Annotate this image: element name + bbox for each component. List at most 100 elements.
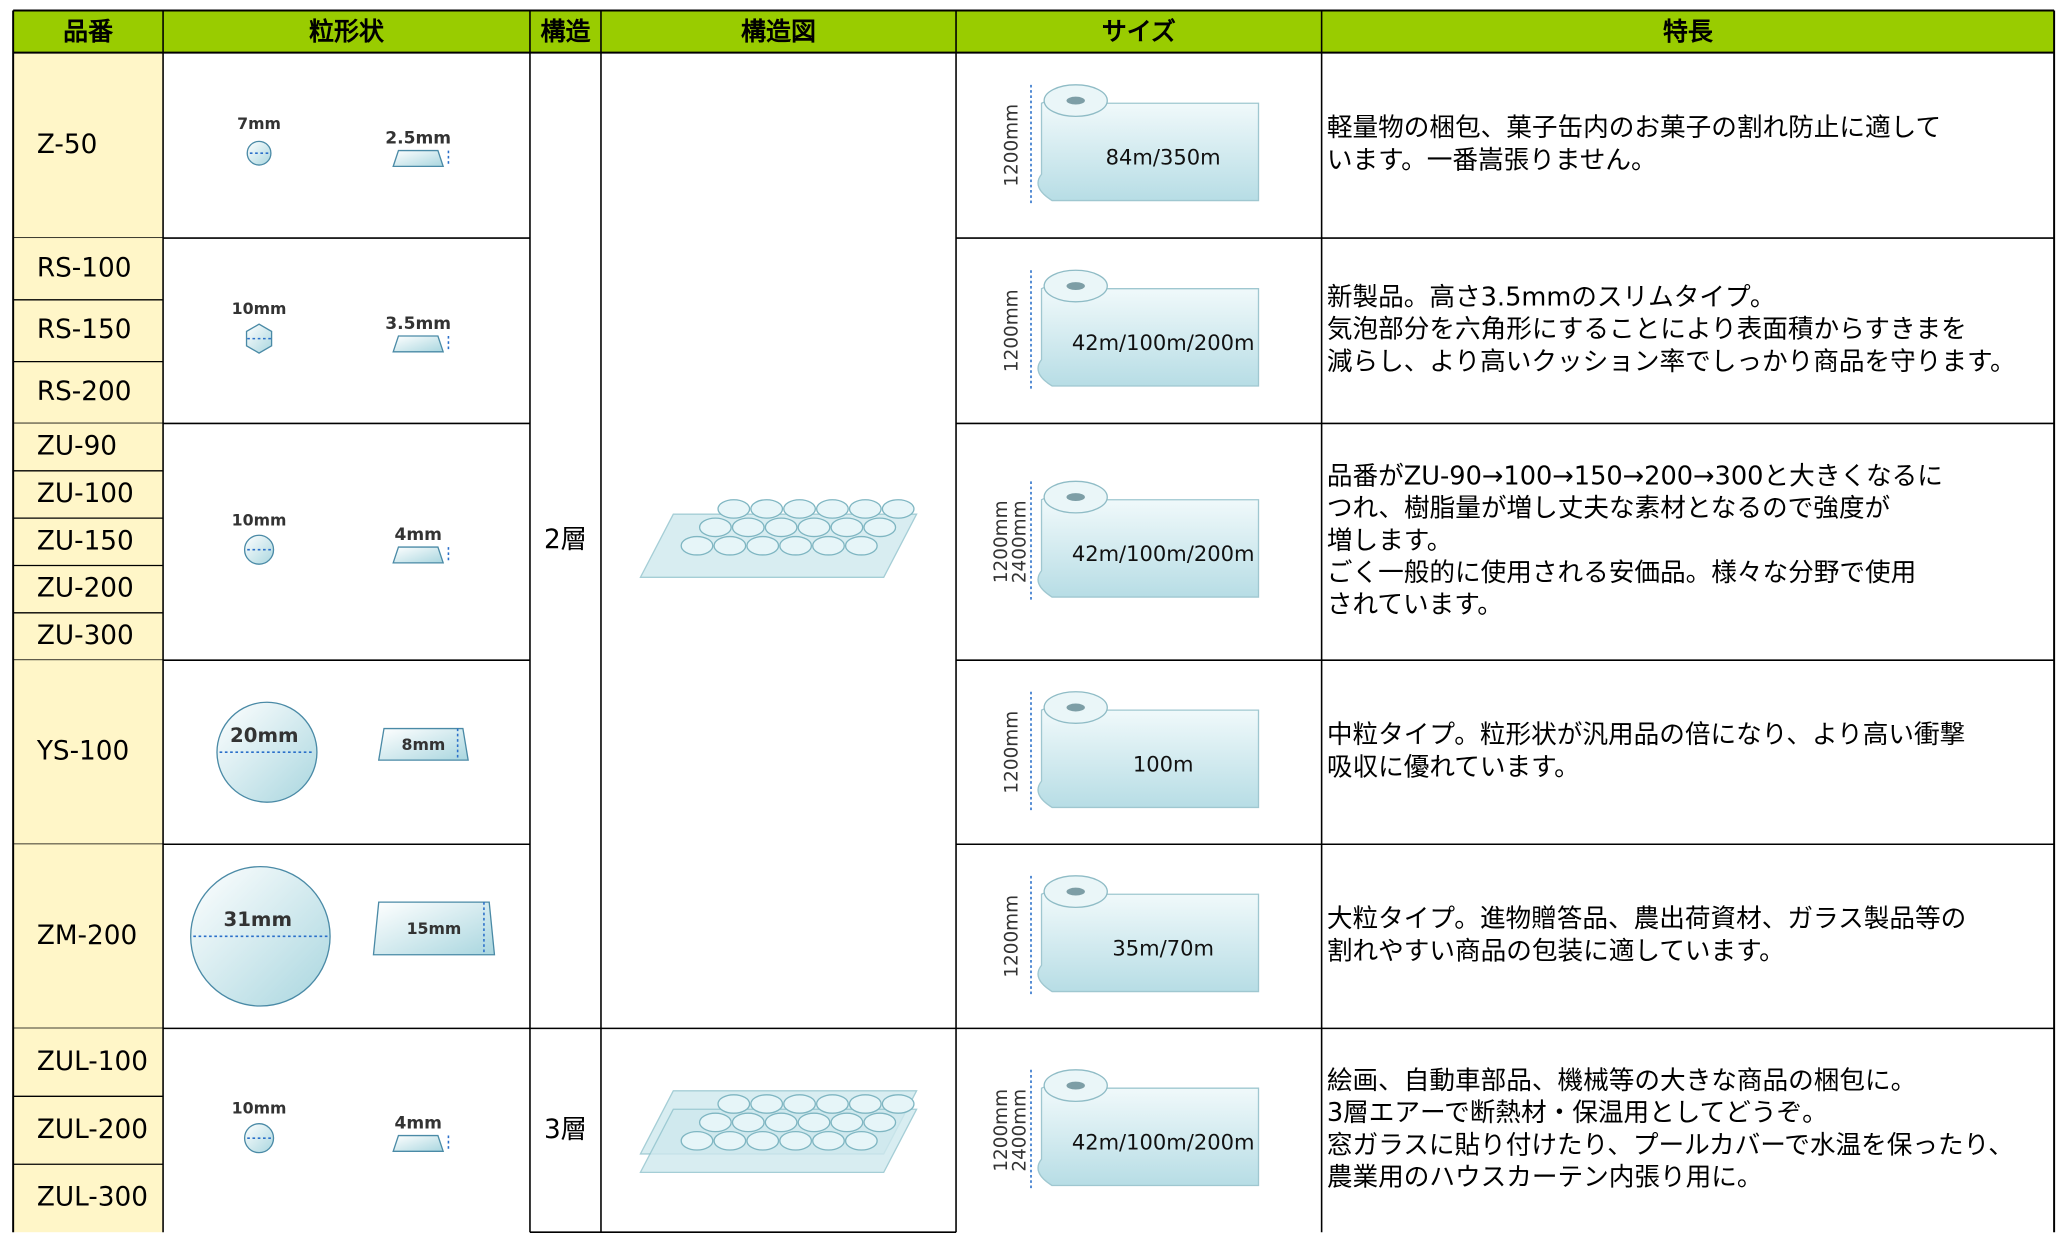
product-code: YS-100 <box>36 737 129 767</box>
roll-core <box>1066 703 1085 712</box>
header-cell: 品番 <box>63 17 114 46</box>
height-icon <box>377 727 469 761</box>
feature-line: されています。 <box>1327 590 1503 620</box>
product-code: Z-50 <box>37 130 98 160</box>
roll-width: 1200mm <box>1002 104 1023 187</box>
structure-label: 3層 <box>544 1115 587 1145</box>
roll-width: 1200mm <box>1002 289 1023 372</box>
bubble <box>750 1094 784 1114</box>
bubble <box>863 517 897 538</box>
height-icon <box>372 901 496 956</box>
height-icon <box>392 335 445 353</box>
code-bg <box>13 844 164 1029</box>
height-label: 15mm <box>407 919 462 938</box>
bubble <box>815 499 849 519</box>
bubble <box>830 1112 864 1133</box>
header-cell: 粒形状 <box>309 17 385 46</box>
feature-line: 大粒タイプ。進物贈答品、農出荷資材、ガラス製品等の <box>1327 904 1966 934</box>
bubble <box>881 1094 915 1114</box>
roll-length: 42m/100m/200m <box>1072 330 1255 355</box>
product-code: ZU-200 <box>37 574 134 604</box>
bubble-icon <box>190 865 331 1007</box>
feature-line: 品番がZU-90→100→150→200→300と大きくなるに <box>1327 461 1943 491</box>
header-cell: 構造図 <box>741 17 816 46</box>
height-label: 2.5mm <box>385 129 451 149</box>
product-code: ZUL-300 <box>37 1183 148 1213</box>
roll-width: 2400mm <box>1009 1089 1030 1172</box>
height-label: 8mm <box>402 735 446 754</box>
feature-line: ごく一般的に使用される安価品。様々な分野で使用 <box>1327 558 1916 588</box>
height-icon <box>392 546 445 564</box>
feature-line: 新製品。高さ3.5mmのスリムタイプ。 <box>1327 283 1776 313</box>
product-code: ZUL-100 <box>37 1047 148 1077</box>
header-cell: 構造 <box>540 17 590 46</box>
product-code: ZU-100 <box>37 479 134 509</box>
roll-width: 1200mm <box>1002 895 1023 978</box>
feature-line: 軽量物の梱包、菓子缶内のお菓子の割れ防止に適して <box>1327 113 1941 143</box>
feature-line: 窓ガラスに貼り付けたり、プールカバーで水温を保ったり、 <box>1327 1130 2014 1160</box>
bubble <box>844 1130 878 1151</box>
product-code: ZM-200 <box>37 921 137 951</box>
bubble <box>713 1130 747 1151</box>
bubble <box>764 1112 798 1133</box>
bubble <box>815 1094 849 1114</box>
product-code: RS-150 <box>37 315 132 345</box>
feature-line: 中粒タイプ。粒形状が汎用品の倍になり、より高い衝撃 <box>1327 720 1965 750</box>
header-cell: 特長 <box>1663 17 1714 46</box>
bubble <box>779 1130 813 1151</box>
roll-length: 84m/350m <box>1106 144 1221 169</box>
bubble <box>698 517 732 538</box>
diameter-label: 10mm <box>232 1099 287 1118</box>
bubble <box>783 499 816 519</box>
product-code: ZU-300 <box>37 621 134 651</box>
bubble <box>746 1130 780 1151</box>
roll-core <box>1066 96 1085 105</box>
height-label: 3.5mm <box>385 314 451 334</box>
roll-width: 1200mm <box>991 1089 1012 1172</box>
bubble <box>764 517 798 538</box>
roll-core <box>1066 493 1085 502</box>
bubble <box>717 499 751 519</box>
bubble <box>812 1130 845 1151</box>
bubble <box>848 499 882 519</box>
bubble <box>680 1130 714 1151</box>
roll-core <box>1066 282 1085 290</box>
bubble <box>848 1094 882 1114</box>
bubble <box>830 517 864 538</box>
height-icon <box>392 1134 445 1152</box>
diameter-label: 20mm <box>230 724 299 747</box>
roll-length: 100m <box>1133 751 1194 776</box>
product-code: ZUL-200 <box>37 1115 148 1145</box>
roll-width: 2400mm <box>1009 500 1030 583</box>
product-code: RS-200 <box>37 377 132 407</box>
feature-line: つれ、樹脂量が増し丈夫な素材となるので強度が <box>1327 494 1890 524</box>
feature-line: 3層エアーで断熱材・保温用としてどうぞ。 <box>1327 1098 1828 1128</box>
diameter-label: 10mm <box>232 510 287 529</box>
bubble <box>731 1112 765 1133</box>
structure-label: 2層 <box>544 525 587 555</box>
bubble <box>844 535 878 556</box>
bubble <box>698 1112 732 1133</box>
product-code: RS-100 <box>37 253 132 283</box>
diameter-label: 31mm <box>223 908 292 931</box>
code-bg <box>13 238 164 424</box>
height-label: 4mm <box>394 525 441 545</box>
header-bg <box>13 10 2055 53</box>
bubble <box>713 535 747 556</box>
feature-line: 気泡部分を六角形にすることにより表面積からすきまを <box>1327 315 1967 345</box>
roll-length: 42m/100m/200m <box>1072 1129 1255 1154</box>
roll-width: 1200mm <box>1002 711 1023 794</box>
bubble <box>717 1094 751 1114</box>
feature-line: 吸収に優れています。 <box>1327 752 1580 782</box>
bubble <box>746 535 780 556</box>
bubble <box>797 1112 831 1133</box>
diameter-label: 10mm <box>232 299 287 318</box>
bubble <box>797 517 831 538</box>
bubble <box>812 535 845 556</box>
product-code: ZU-150 <box>37 526 134 556</box>
code-bg <box>13 423 164 661</box>
diameter-label: 7mm <box>237 114 281 133</box>
feature-line: 増します。 <box>1327 526 1453 556</box>
bubble <box>783 1094 816 1114</box>
